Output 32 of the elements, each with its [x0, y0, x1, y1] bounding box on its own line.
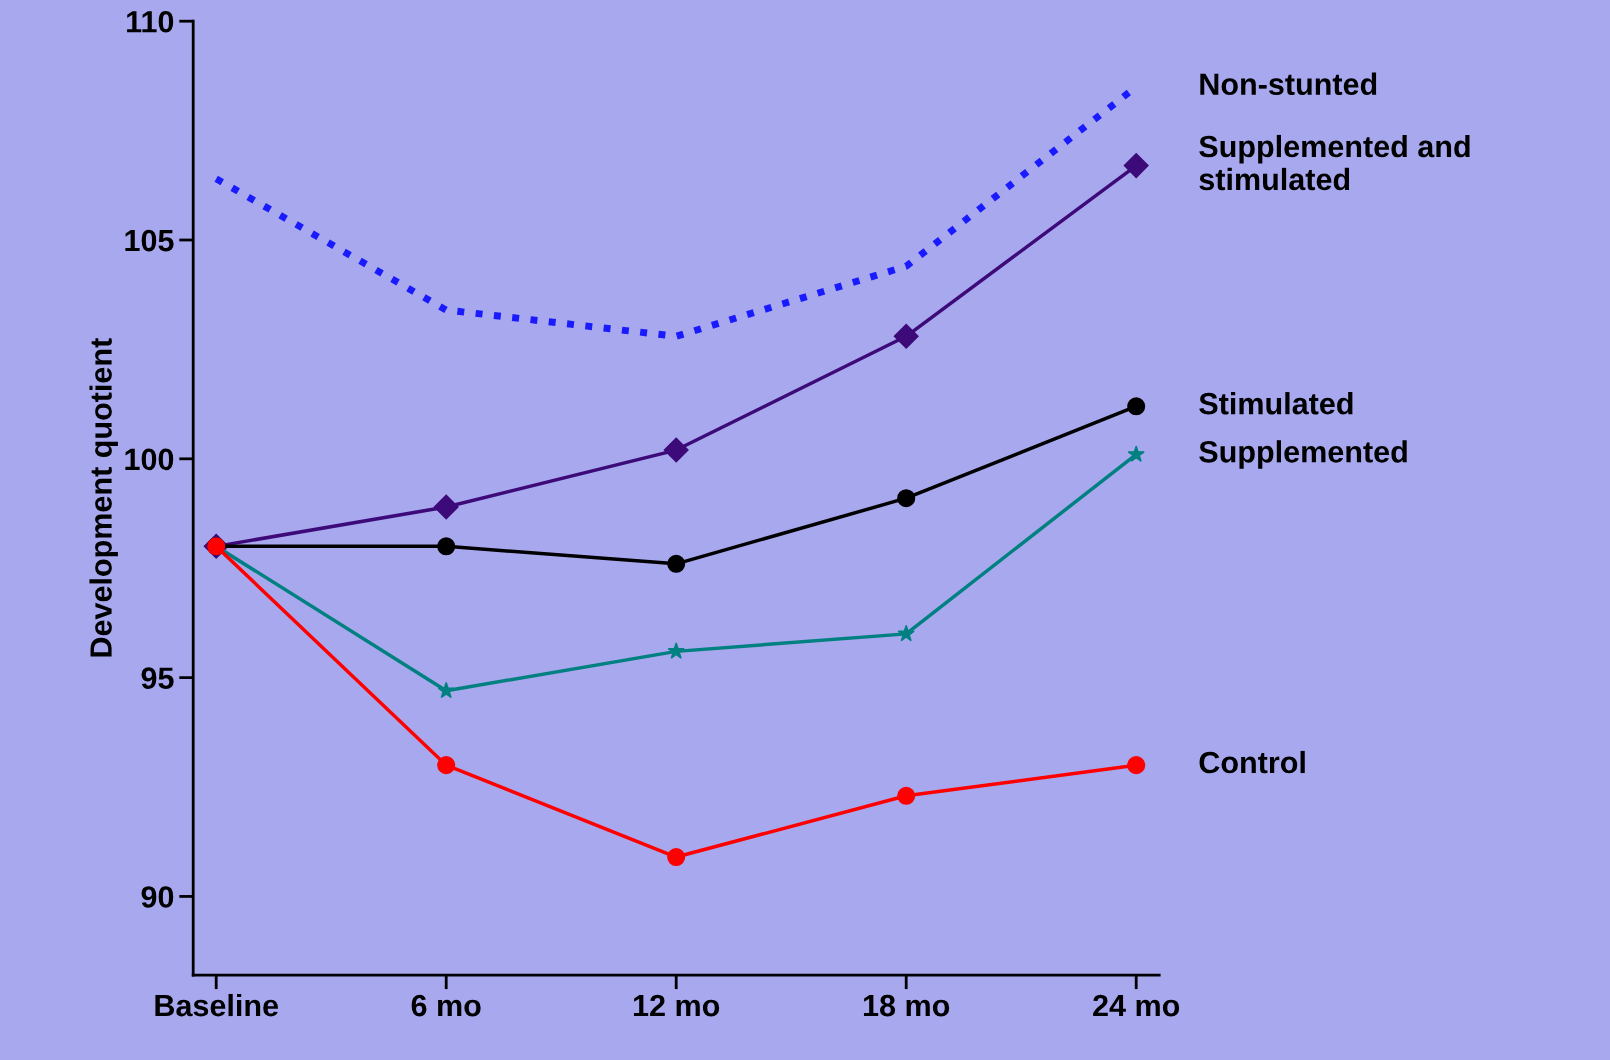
series-label: Control	[1199, 750, 1305, 774]
point	[1123, 153, 1149, 179]
x-tick-label: 24 mo	[1093, 994, 1180, 1017]
point	[667, 554, 686, 573]
text: Non-stunted	[1200, 72, 1377, 96]
point	[663, 437, 689, 463]
series-label: Stimulated	[1199, 392, 1353, 415]
point	[667, 848, 686, 867]
y-tick-label: 105	[125, 229, 174, 252]
point	[897, 624, 915, 642]
point	[1127, 445, 1145, 462]
y-tick-label: 95	[141, 667, 174, 689]
point	[433, 494, 459, 520]
y-tick-label: 110	[127, 10, 174, 33]
point	[1127, 756, 1146, 775]
point	[667, 642, 685, 659]
y-axis-title: Development quotient	[89, 338, 118, 657]
x-tick-label: 6 mo	[411, 994, 481, 1017]
point	[893, 323, 919, 349]
series-label: Supplemented	[1199, 440, 1407, 469]
y-tick-label: 100	[125, 448, 174, 471]
point	[437, 681, 455, 699]
series-label: Supplemented and stimulated	[1199, 134, 1470, 191]
point	[437, 756, 456, 775]
point	[437, 537, 456, 556]
y-tick-label: 90	[141, 886, 174, 908]
x-tick-label: 12 mo	[633, 994, 720, 1017]
point	[897, 489, 916, 508]
x-tick-label: Baseline	[155, 993, 278, 1017]
point	[1127, 397, 1146, 416]
point	[897, 786, 916, 805]
x-tick-label: 18 mo	[863, 994, 950, 1017]
